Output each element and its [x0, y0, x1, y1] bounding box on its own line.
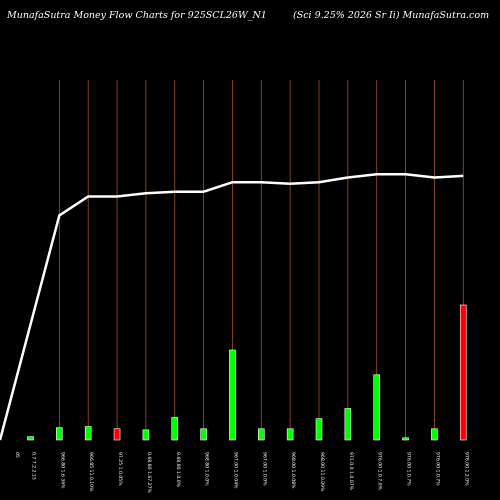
money-flow-bar-up: [171, 417, 179, 441]
title-right: (Sci 9.25% 2026 Sr Ii) MunafaSutra.com: [293, 10, 490, 21]
x-tick-label: 968.00 11.0.09%: [319, 452, 325, 492]
x-tick-label: 0.68.80 1.67.27%: [146, 452, 152, 494]
money-flow-bar-up: [431, 428, 438, 441]
price-line: [0, 173, 464, 441]
money-flow-bar-up: [286, 428, 294, 441]
bars: [27, 304, 467, 441]
x-tick-label: 05: [14, 452, 20, 458]
x-tick-label: 968.80 1.0.0%: [204, 452, 210, 486]
x-tick-label: 976.00 1.0.7%: [434, 452, 440, 486]
money-flow-bar-up: [27, 436, 34, 441]
money-flow-bar-up: [373, 374, 381, 441]
x-tick-label: 0.7 7.2.2.15: [31, 452, 37, 480]
money-flow-bar-up: [229, 349, 236, 441]
x-tick-label: 976.00 1.0.7%: [406, 452, 412, 486]
grid-lines: [58, 80, 464, 440]
x-tick-label: 976.00 1.0.7.0%: [377, 452, 383, 491]
x-tick-label: 967.00 1.0.0%: [261, 452, 267, 486]
money-flow-bar-up: [142, 429, 150, 441]
money-flow-bar-down: [113, 428, 121, 441]
money-flow-bar-up: [200, 428, 207, 441]
x-tick-label: 968.00 1.0.08%: [290, 452, 296, 489]
x-tick-labels: 05 0.7 7.2.2.15 966.80 1.6 36% 966.85 11.0.…: [14, 452, 469, 494]
x-tick-label: 97.25 1.0.05%: [117, 452, 123, 486]
price-line-path: [0, 173, 464, 441]
x-tick-label: 967.00 1.0.04%: [232, 452, 238, 489]
title-left: MunafaSutra Money Flow Charts for 925SCL…: [7, 10, 267, 21]
x-tick-label: 966.85 11.0.10%: [88, 452, 94, 492]
x-tick-label: 978.00 1.2.0%: [463, 452, 469, 486]
money-flow-bar-up: [344, 408, 352, 441]
x-tick-label: 966.80 1.6 36%: [59, 452, 65, 489]
x-tick-label: 971.0.0 1.0.07%: [348, 452, 354, 491]
money-flow-bar-up: [315, 418, 323, 441]
money-flow-bar-down: [459, 304, 467, 441]
money-flow-bar-up: [56, 427, 63, 441]
money-flow-bar-up: [402, 437, 409, 441]
money-flow-bar-up: [257, 428, 265, 441]
x-tick-label: 9.68.80 1.0.0%: [175, 452, 181, 488]
money-flow-bar-up: [84, 426, 92, 441]
